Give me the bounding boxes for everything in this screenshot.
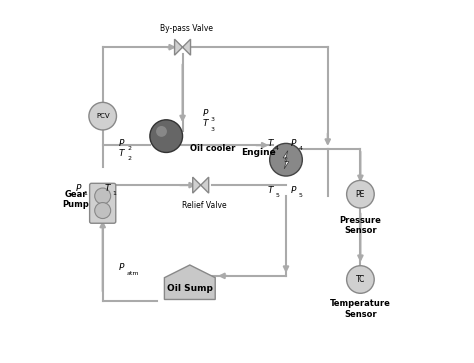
Polygon shape <box>174 39 191 55</box>
Text: Oil Sump: Oil Sump <box>167 284 213 293</box>
Text: T: T <box>104 184 110 193</box>
Text: PE: PE <box>356 190 365 199</box>
Text: By-pass Valve: By-pass Valve <box>160 24 213 33</box>
Text: 4: 4 <box>275 146 279 151</box>
Text: T: T <box>119 149 125 158</box>
Text: P: P <box>291 186 296 195</box>
Text: T: T <box>267 186 273 195</box>
Polygon shape <box>283 151 289 169</box>
Text: 1: 1 <box>112 191 116 196</box>
Text: Temperature
Sensor: Temperature Sensor <box>330 299 391 319</box>
Circle shape <box>346 266 374 293</box>
Polygon shape <box>164 265 215 299</box>
Circle shape <box>89 102 117 130</box>
Circle shape <box>346 180 374 208</box>
Text: T: T <box>202 119 208 129</box>
Polygon shape <box>193 177 209 193</box>
Circle shape <box>150 120 182 152</box>
Circle shape <box>95 203 110 219</box>
Text: 1: 1 <box>83 191 87 196</box>
Text: P: P <box>75 184 81 193</box>
Text: TC: TC <box>356 275 365 284</box>
Text: Relief Valve: Relief Valve <box>182 201 227 211</box>
Text: 3: 3 <box>210 117 215 122</box>
Text: Oil cooler: Oil cooler <box>190 144 235 153</box>
Text: 3: 3 <box>210 127 215 132</box>
Circle shape <box>270 143 302 176</box>
Text: PCV: PCV <box>96 113 109 119</box>
Circle shape <box>95 188 110 204</box>
Circle shape <box>156 126 167 137</box>
Text: atm: atm <box>127 271 139 276</box>
Text: Pressure
Sensor: Pressure Sensor <box>339 216 382 235</box>
Text: P: P <box>119 139 124 148</box>
FancyBboxPatch shape <box>90 183 116 223</box>
Text: 4: 4 <box>299 146 303 151</box>
Text: 5: 5 <box>299 193 302 199</box>
Text: Gear
Pump: Gear Pump <box>62 190 89 209</box>
Text: 2: 2 <box>127 146 131 151</box>
Text: Engine: Engine <box>241 148 276 157</box>
Text: 5: 5 <box>275 193 279 199</box>
Text: 2: 2 <box>127 156 131 162</box>
Text: T: T <box>267 139 273 148</box>
Text: P: P <box>202 109 208 118</box>
Text: P: P <box>291 139 296 148</box>
Text: P: P <box>119 264 124 273</box>
